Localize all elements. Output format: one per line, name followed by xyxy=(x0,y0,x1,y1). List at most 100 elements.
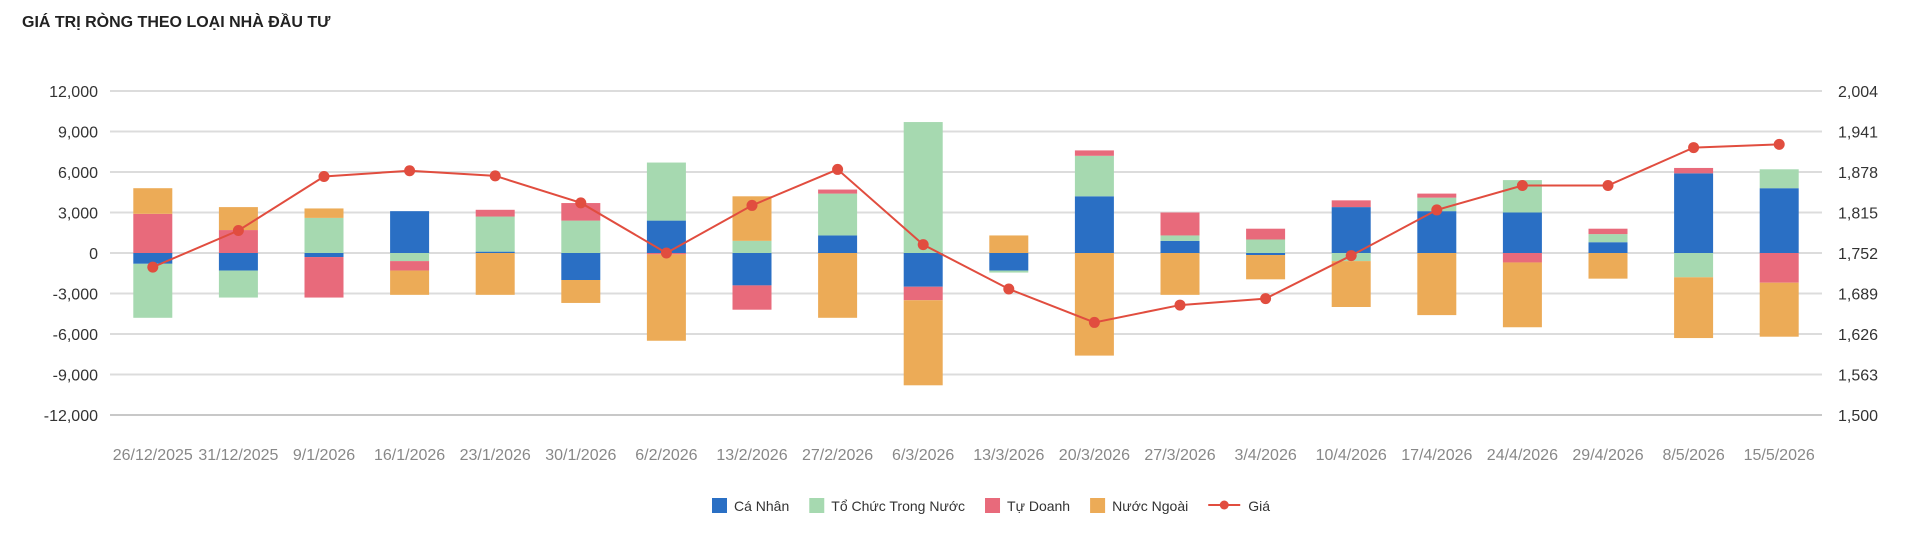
y-left-tick-label: -9,000 xyxy=(53,368,98,385)
x-tick-label: 6/3/2026 xyxy=(892,447,954,464)
x-tick-label: 26/12/2025 xyxy=(113,447,193,464)
bar-segment xyxy=(1074,196,1114,253)
price-point xyxy=(318,171,330,182)
bar-segment xyxy=(390,253,430,262)
bar-segment xyxy=(1588,234,1628,243)
y-right-tick-label: 1,563 xyxy=(1838,368,1878,385)
legend-line-marker xyxy=(1219,500,1229,510)
price-point xyxy=(575,197,587,209)
x-tick-label: 31/12/2025 xyxy=(198,447,278,464)
bar-segment xyxy=(304,217,344,253)
bar-segment xyxy=(475,216,515,252)
bar-segment xyxy=(1588,253,1628,279)
price-line xyxy=(152,143,1780,324)
bar-segment xyxy=(1759,282,1799,337)
bar-segment xyxy=(1074,150,1114,156)
x-tick-label: 6/2/2026 xyxy=(635,447,697,464)
y-left-tick-label: 0 xyxy=(89,246,98,263)
bar-segment xyxy=(903,286,943,301)
bar-segment xyxy=(133,253,173,264)
bar-segment xyxy=(133,263,173,318)
bar-segment xyxy=(989,235,1029,253)
x-tick-label: 15/5/2026 xyxy=(1744,447,1815,464)
legend-label: Giá xyxy=(1248,498,1270,514)
bar-segment xyxy=(732,253,772,286)
bar-segment xyxy=(1074,155,1114,197)
y-left-tick-label: -12,000 xyxy=(44,408,98,425)
x-tick-label: 20/3/2026 xyxy=(1059,447,1130,464)
line-layer xyxy=(147,138,1785,328)
bar-segment xyxy=(304,208,344,218)
y-left-tick-label: 12,000 xyxy=(49,84,98,101)
price-point xyxy=(746,199,758,211)
x-tick-label: 27/2/2026 xyxy=(802,447,873,464)
bar-segment xyxy=(1246,253,1286,256)
x-tick-label: 13/2/2026 xyxy=(716,447,787,464)
bar-segment xyxy=(1502,253,1542,263)
bar-segment xyxy=(390,211,430,253)
bar-layer xyxy=(133,122,1799,386)
price-point xyxy=(147,261,159,273)
bar-segment xyxy=(133,188,173,214)
x-tick-label: 13/3/2026 xyxy=(973,447,1044,464)
bar-segment xyxy=(561,280,601,303)
bar-segment xyxy=(818,193,858,236)
y-left-tick-label: 6,000 xyxy=(58,165,98,182)
legend-swatch xyxy=(985,498,1001,513)
legend-label: Tự Doanh xyxy=(1007,498,1070,514)
price-point xyxy=(660,247,672,259)
price-point xyxy=(1431,204,1443,216)
bar-segment xyxy=(1331,200,1371,208)
y-left-tick-label: -3,000 xyxy=(53,287,98,304)
price-point xyxy=(1688,142,1700,154)
x-tick-label: 8/5/2026 xyxy=(1662,447,1724,464)
bar-segment xyxy=(818,253,858,318)
bar-segment xyxy=(133,213,173,253)
axis-layer: 12,000 9,000 6,000 3,000 0 -3,000 -6,000 -9,000… xyxy=(44,84,1878,464)
bar-segment xyxy=(903,122,943,253)
bar-segment xyxy=(1417,193,1457,198)
y-right-tick-label: 1,815 xyxy=(1838,206,1878,223)
price-point xyxy=(489,170,501,182)
bar-segment xyxy=(218,270,258,298)
bar-segment xyxy=(989,253,1029,271)
price-point xyxy=(1260,293,1272,305)
price-point xyxy=(1345,250,1357,262)
x-tick-label: 27/3/2026 xyxy=(1144,447,1215,464)
chart-title: GIÁ TRỊ RÒNG THEO LOẠI NHÀ ĐẦU TƯ xyxy=(22,14,331,31)
price-point xyxy=(1773,138,1785,150)
legend-swatch xyxy=(712,498,727,513)
bar-segment xyxy=(1674,277,1714,339)
bar-segment xyxy=(1246,239,1286,253)
grid-layer xyxy=(110,90,1822,416)
x-tick-label: 17/4/2026 xyxy=(1401,447,1472,464)
legend-layer: Cá Nhân Tổ Chức Trong Nước Tự Doanh Nước Ng… xyxy=(712,498,1270,514)
y-right-tick-label: 1,626 xyxy=(1838,327,1878,344)
bar-segment xyxy=(818,235,858,253)
price-point xyxy=(917,239,929,251)
y-right-tick-label: 2,004 xyxy=(1838,84,1878,101)
bar-segment xyxy=(732,285,772,310)
bar-segment xyxy=(1160,253,1200,295)
y-right-tick-label: 1,689 xyxy=(1838,287,1878,304)
price-point xyxy=(1088,316,1100,328)
bar-segment xyxy=(1759,253,1799,283)
bar-segment xyxy=(1759,169,1799,189)
bar-segment xyxy=(1331,207,1371,253)
x-tick-label: 24/4/2026 xyxy=(1487,447,1558,464)
bar-segment xyxy=(903,300,943,386)
bar-segment xyxy=(732,240,772,253)
price-point xyxy=(1602,180,1614,191)
bar-segment xyxy=(1588,242,1628,253)
bar-segment xyxy=(1674,167,1714,174)
bar-segment xyxy=(561,253,601,280)
y-right-tick-label: 1,878 xyxy=(1838,165,1878,182)
bar-segment xyxy=(218,230,258,253)
y-left-tick-label: 3,000 xyxy=(58,206,98,223)
price-point xyxy=(1516,180,1528,191)
bar-segment xyxy=(1674,253,1714,278)
legend-label: Tổ Chức Trong Nước xyxy=(831,498,965,514)
y-right-tick-label: 1,941 xyxy=(1838,125,1878,142)
x-tick-label: 10/4/2026 xyxy=(1316,447,1387,464)
